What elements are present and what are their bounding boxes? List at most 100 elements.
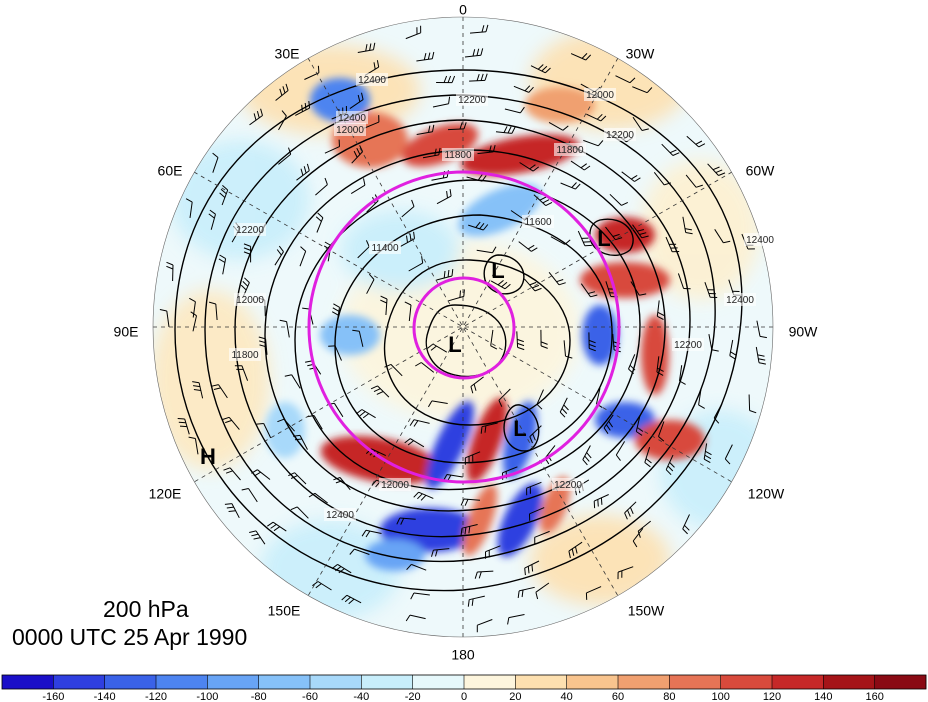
wind-barb — [714, 229, 724, 243]
wind-barb — [210, 214, 216, 230]
longitude-label: 30W — [626, 46, 656, 62]
wind-barb — [519, 162, 534, 172]
wind-barb — [502, 466, 518, 474]
wind-barb — [228, 416, 240, 430]
wind-barb — [481, 422, 498, 428]
wind-barb — [544, 445, 556, 459]
wind-barb — [408, 304, 412, 322]
wind-barb — [513, 85, 529, 93]
wind-barb — [411, 563, 427, 571]
colorbar-tick-label: 60 — [612, 691, 624, 702]
wind-barb — [630, 281, 640, 296]
wind-barb — [656, 300, 660, 317]
longitude-label: 150E — [268, 603, 301, 619]
colorbar-swatch — [823, 675, 875, 689]
contour-label: 12200 — [606, 130, 634, 141]
wind-barb — [432, 103, 449, 108]
wind-barb — [401, 206, 415, 218]
colorbar-swatch — [361, 675, 413, 689]
colorbar-swatch — [720, 675, 773, 689]
wind-barb — [431, 400, 448, 404]
wind-barb — [413, 419, 430, 424]
wind-barb — [530, 65, 546, 74]
wind-barb — [586, 113, 602, 122]
wind-barb — [698, 389, 702, 405]
wind-barb — [314, 492, 328, 504]
title-level: 200 hPa — [103, 596, 189, 622]
longitude-label: 180 — [451, 647, 475, 663]
wind-barb — [560, 182, 576, 190]
wind-barb — [529, 507, 545, 515]
colorbar-swatch — [258, 675, 311, 689]
contour-label: 11800 — [231, 350, 259, 361]
wind-barb — [605, 226, 616, 241]
wind-barb — [677, 273, 685, 289]
wind-barb — [166, 310, 170, 327]
pressure-centers: L L L L H — [200, 226, 611, 469]
wind-barb — [612, 333, 615, 350]
longitude-label: 150W — [628, 603, 665, 619]
contour-label: 11400 — [371, 243, 399, 254]
wind-barb — [632, 224, 643, 239]
inner-highlight-circle — [412, 276, 516, 380]
wind-barb — [361, 409, 376, 419]
wind-barb — [194, 438, 199, 455]
contour-label: 12000 — [586, 90, 614, 101]
wind-barb — [248, 488, 258, 503]
contour-label: 11600 — [524, 217, 552, 228]
colorbar-tick-label: -80 — [251, 691, 267, 702]
high-pressure-marker: H — [200, 444, 216, 469]
longitude-label: 90W — [789, 324, 819, 340]
longitude-label: 60E — [158, 163, 183, 179]
contour-label: 12200 — [554, 480, 582, 491]
colorbar-swatch — [53, 675, 105, 689]
wind-barb — [294, 472, 307, 485]
wind-barb — [272, 521, 287, 532]
colorbar-swatch — [310, 675, 362, 689]
wind-barb — [346, 594, 362, 604]
colorbar-tick-label: -140 — [94, 691, 116, 702]
colorbar-tick-label: -20 — [405, 691, 421, 702]
wind-barb — [596, 388, 601, 404]
wind-barb — [337, 563, 352, 574]
contour-label: 12000 — [381, 480, 409, 491]
contour-labels: 12400 12200 12000 11800 11600 11400 12400 12200… — [229, 73, 776, 521]
contour-label: 12400 — [326, 510, 354, 521]
contour-label: 11800 — [556, 145, 584, 156]
wind-barb — [476, 249, 493, 254]
wind-barb — [350, 184, 366, 195]
colorbar-tick-label: 120 — [763, 691, 781, 702]
wind-barb — [363, 121, 380, 129]
wind-barb — [568, 541, 583, 552]
wind-barb — [399, 517, 416, 520]
colorbar-tick-label: 140 — [814, 691, 832, 702]
wind-barb — [358, 331, 364, 347]
low-pressure-marker: L — [491, 258, 504, 283]
contour-label: 12400 — [358, 75, 386, 86]
wind-barb — [635, 415, 641, 432]
wind-barb — [390, 364, 403, 377]
wind-barb — [685, 174, 697, 188]
wind-barb — [580, 283, 591, 298]
wind-barb — [296, 506, 309, 519]
wind-barb — [241, 365, 249, 381]
wind-barb — [470, 376, 484, 387]
wind-barb — [661, 143, 674, 156]
longitude-label: 0 — [459, 2, 467, 18]
wind-barb — [339, 477, 351, 491]
wind-barb — [466, 176, 483, 182]
wind-barb — [286, 321, 290, 338]
wind-barb — [278, 115, 287, 131]
wind-barb — [504, 108, 521, 114]
low-pressure-marker: L — [448, 332, 461, 357]
wind-barb — [263, 423, 272, 439]
wind-barb — [446, 474, 463, 478]
wind-barb — [708, 334, 713, 350]
wind-barb — [508, 614, 525, 619]
wind-barb — [413, 592, 430, 596]
colorbar-tick-label: -100 — [196, 691, 218, 702]
colorbar-tick-label: -40 — [353, 691, 369, 702]
wind-barb — [713, 403, 723, 419]
wind-barb — [621, 171, 635, 182]
